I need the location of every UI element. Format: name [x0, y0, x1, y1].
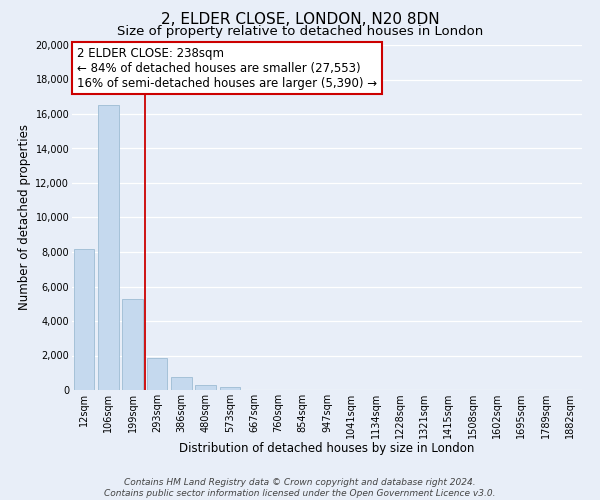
Bar	[220, 386, 240, 390]
Y-axis label: Number of detached properties: Number of detached properties	[18, 124, 31, 310]
Bar	[171, 377, 191, 390]
Bar	[146, 358, 167, 390]
Text: Size of property relative to detached houses in London: Size of property relative to detached ho…	[117, 25, 483, 38]
Bar	[195, 385, 216, 390]
Bar	[98, 106, 119, 390]
Text: Contains HM Land Registry data © Crown copyright and database right 2024.
Contai: Contains HM Land Registry data © Crown c…	[104, 478, 496, 498]
Bar	[74, 248, 94, 390]
X-axis label: Distribution of detached houses by size in London: Distribution of detached houses by size …	[179, 442, 475, 456]
Text: 2 ELDER CLOSE: 238sqm
← 84% of detached houses are smaller (27,553)
16% of semi-: 2 ELDER CLOSE: 238sqm ← 84% of detached …	[77, 46, 377, 90]
Bar	[122, 298, 143, 390]
Text: 2, ELDER CLOSE, LONDON, N20 8DN: 2, ELDER CLOSE, LONDON, N20 8DN	[161, 12, 439, 28]
